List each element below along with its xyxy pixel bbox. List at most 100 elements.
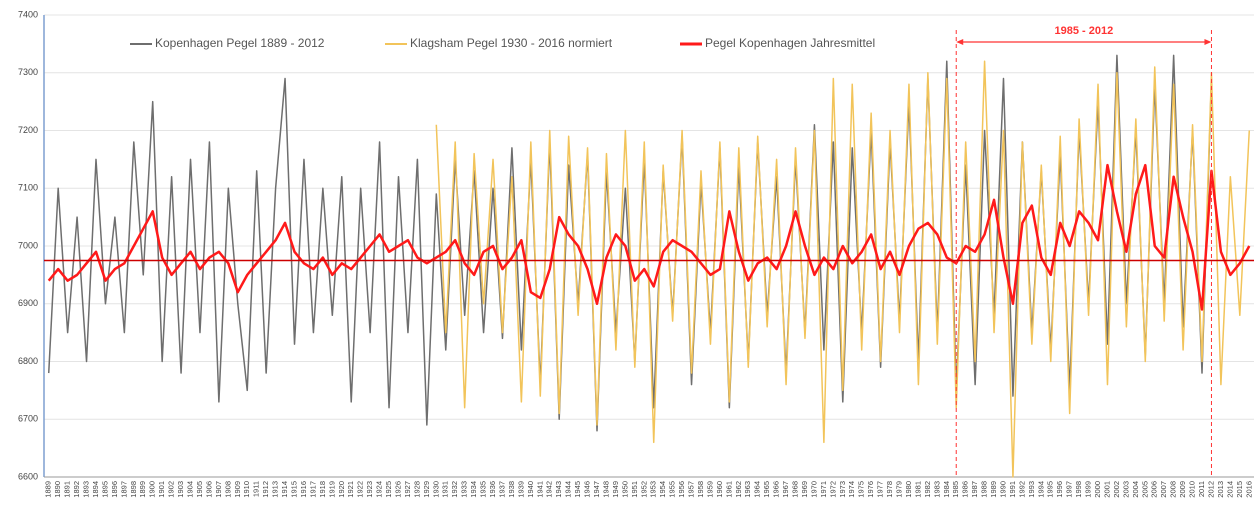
line-series <box>435 60 1251 478</box>
x-tick-label: 1956 <box>677 481 686 498</box>
x-tick-label: 1987 <box>970 481 979 498</box>
x-tick-label: 2015 <box>1235 481 1244 498</box>
x-tick-label: 1896 <box>110 481 119 498</box>
y-tick-label: 7000 <box>18 240 38 250</box>
x-tick-label: 1917 <box>308 481 317 498</box>
x-tick-label: 1976 <box>866 481 875 498</box>
x-tick-label: 2009 <box>1178 481 1187 498</box>
x-tick-label: 1996 <box>1055 481 1064 498</box>
x-tick-label: 1958 <box>696 481 705 498</box>
x-tick-label: 1983 <box>932 481 941 498</box>
x-tick-label: 1943 <box>554 481 563 498</box>
x-tick-label: 1981 <box>913 481 922 498</box>
x-tick-label: 1913 <box>271 481 280 498</box>
x-tick-label: 1901 <box>157 481 166 498</box>
x-tick-label: 1908 <box>223 481 232 498</box>
x-tick-label: 1891 <box>63 481 72 498</box>
x-tick-label: 1936 <box>488 481 497 498</box>
x-tick-label: 1912 <box>261 481 270 498</box>
x-tick-label: 1938 <box>507 481 516 498</box>
x-tick-label: 1904 <box>186 481 195 498</box>
x-tick-label: 1934 <box>469 481 478 498</box>
x-tick-label: 1973 <box>838 481 847 498</box>
x-tick-label: 1905 <box>195 481 204 498</box>
x-tick-label: 1925 <box>384 481 393 498</box>
x-tick-label: 1945 <box>573 481 582 498</box>
x-tick-label: 1937 <box>497 481 506 498</box>
x-tick-label: 1989 <box>989 481 998 498</box>
x-tick-label: 1948 <box>601 481 610 498</box>
x-tick-label: 2013 <box>1216 481 1225 498</box>
x-tick-label: 1984 <box>942 481 951 498</box>
x-tick-label: 1907 <box>214 481 223 498</box>
x-tick-label: 2002 <box>1112 481 1121 498</box>
x-tick-label: 1909 <box>233 481 242 498</box>
x-tick-label: 1894 <box>91 481 100 498</box>
x-tick-label: 2016 <box>1244 481 1253 498</box>
x-tick-label: 1954 <box>658 481 667 498</box>
x-tick-label: 1990 <box>998 481 1007 498</box>
x-tick-label: 2000 <box>1093 481 1102 498</box>
y-tick-label: 7100 <box>18 183 38 193</box>
x-tick-label: 1900 <box>148 481 157 498</box>
y-tick-label: 6600 <box>18 471 38 481</box>
x-tick-label: 1971 <box>819 481 828 498</box>
x-tick-label: 1960 <box>715 481 724 498</box>
x-tick-label: 1992 <box>1017 481 1026 498</box>
legend-label: Pegel Kopenhagen Jahresmittel <box>705 36 875 50</box>
x-tick-label: 1942 <box>545 481 554 498</box>
x-tick-label: 1911 <box>252 481 261 497</box>
x-tick-label: 1985 <box>951 481 960 498</box>
x-tick-label: 1923 <box>365 481 374 498</box>
x-tick-label: 1963 <box>743 481 752 498</box>
x-tick-label: 2011 <box>1197 481 1206 497</box>
x-tick-label: 1933 <box>460 481 469 498</box>
x-tick-label: 1927 <box>403 481 412 498</box>
x-tick-label: 1969 <box>800 481 809 498</box>
x-tick-label: 1939 <box>516 481 525 498</box>
x-tick-label: 1898 <box>129 481 138 498</box>
x-tick-label: 2001 <box>1102 481 1111 498</box>
x-tick-label: 1979 <box>894 481 903 498</box>
legend-label: Kopenhagen Pegel 1889 - 2012 <box>155 36 325 50</box>
x-tick-label: 1977 <box>876 481 885 498</box>
y-tick-label: 6900 <box>18 298 38 308</box>
x-tick-label: 1982 <box>923 481 932 498</box>
x-tick-label: 1970 <box>809 481 818 498</box>
x-tick-label: 1921 <box>346 481 355 498</box>
x-tick-label: 1975 <box>857 481 866 498</box>
x-tick-label: 1889 <box>44 481 53 498</box>
x-tick-label: 1967 <box>781 481 790 498</box>
x-tick-label: 1897 <box>119 481 128 498</box>
x-tick-label: 1910 <box>242 481 251 498</box>
y-tick-label: 6700 <box>18 414 38 424</box>
x-tick-label: 1940 <box>526 481 535 498</box>
x-tick-label: 2004 <box>1131 481 1140 498</box>
x-tick-label: 2014 <box>1225 481 1234 498</box>
x-tick-label: 1972 <box>828 481 837 498</box>
annotation-label: 1985 - 2012 <box>1054 25 1113 37</box>
y-tick-label: 6800 <box>18 356 38 366</box>
x-tick-label: 1926 <box>393 481 402 498</box>
x-tick-label: 1893 <box>82 481 91 498</box>
x-tick-label: 1916 <box>299 481 308 498</box>
x-tick-label: 2010 <box>1188 481 1197 498</box>
x-tick-label: 1957 <box>687 481 696 498</box>
x-tick-label: 1986 <box>961 481 970 498</box>
x-tick-label: 1903 <box>176 481 185 498</box>
x-tick-label: 1991 <box>1008 481 1017 498</box>
x-tick-label: 1955 <box>668 481 677 498</box>
x-tick-label: 1978 <box>885 481 894 498</box>
x-tick-label: 1950 <box>620 481 629 498</box>
x-tick-label: 1964 <box>753 481 762 498</box>
legend-label: Klagsham Pegel 1930 - 2016 normiert <box>410 36 613 50</box>
y-tick-label: 7200 <box>18 125 38 135</box>
x-tick-label: 1890 <box>53 481 62 498</box>
x-tick-label: 1953 <box>649 481 658 498</box>
x-tick-label: 1930 <box>431 481 440 498</box>
x-tick-label: 1914 <box>280 481 289 498</box>
x-tick-label: 1951 <box>630 481 639 498</box>
x-tick-label: 1949 <box>611 481 620 498</box>
x-tick-label: 2012 <box>1206 481 1215 498</box>
